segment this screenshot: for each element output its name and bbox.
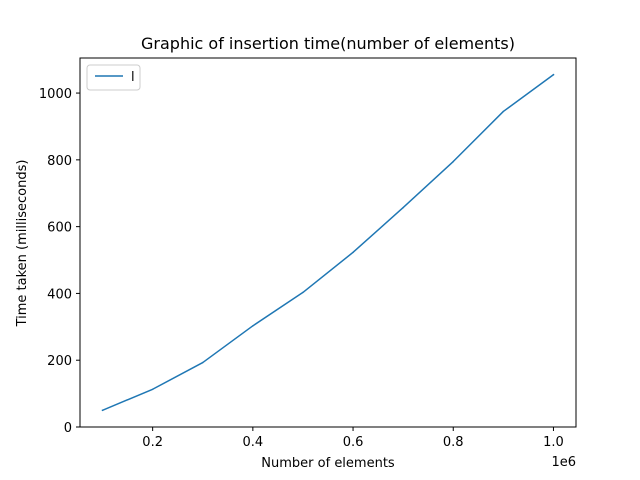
legend-series-label: l	[131, 70, 135, 85]
data-point	[502, 110, 505, 113]
x-tick-label: 0.6	[343, 435, 364, 450]
x-tick-label: 0.4	[243, 435, 264, 450]
data-point	[302, 291, 304, 294]
legend-box	[86, 64, 141, 91]
series-layer	[101, 73, 555, 412]
y-tick-label: 0	[64, 421, 72, 436]
data-point	[101, 409, 104, 412]
x-axis-offset-label: 1e6	[551, 455, 576, 470]
plot-frame	[79, 57, 577, 428]
chart-title: Graphic of insertion time(number of elem…	[141, 34, 515, 53]
x-axis-label: Number of elements	[261, 456, 395, 471]
data-point	[352, 251, 354, 254]
legend: l	[86, 64, 141, 91]
data-point	[402, 206, 404, 209]
data-point	[202, 361, 204, 364]
x-tick-label: 0.2	[142, 435, 163, 450]
x-tick-label: 0.8	[443, 435, 464, 450]
y-tick-label: 400	[47, 287, 72, 302]
data-point	[151, 388, 154, 391]
data-point	[252, 325, 254, 327]
data-point	[552, 73, 555, 76]
y-tick-label: 800	[47, 154, 72, 169]
series-line-0	[101, 73, 555, 412]
data-point	[452, 160, 454, 163]
y-axis-label: Time taken (milliseconds)	[15, 160, 30, 328]
y-tick-label: 600	[47, 221, 72, 236]
plot-area	[80, 58, 576, 427]
y-axis-ticks: 0 200 400 600 800 1000	[39, 87, 80, 436]
y-tick-label: 200	[47, 354, 72, 369]
x-axis-ticks: 0.2 0.4 0.6 0.8 1.0	[142, 427, 564, 450]
x-tick-label: 1.0	[543, 435, 564, 450]
y-tick-label: 1000	[39, 87, 72, 102]
